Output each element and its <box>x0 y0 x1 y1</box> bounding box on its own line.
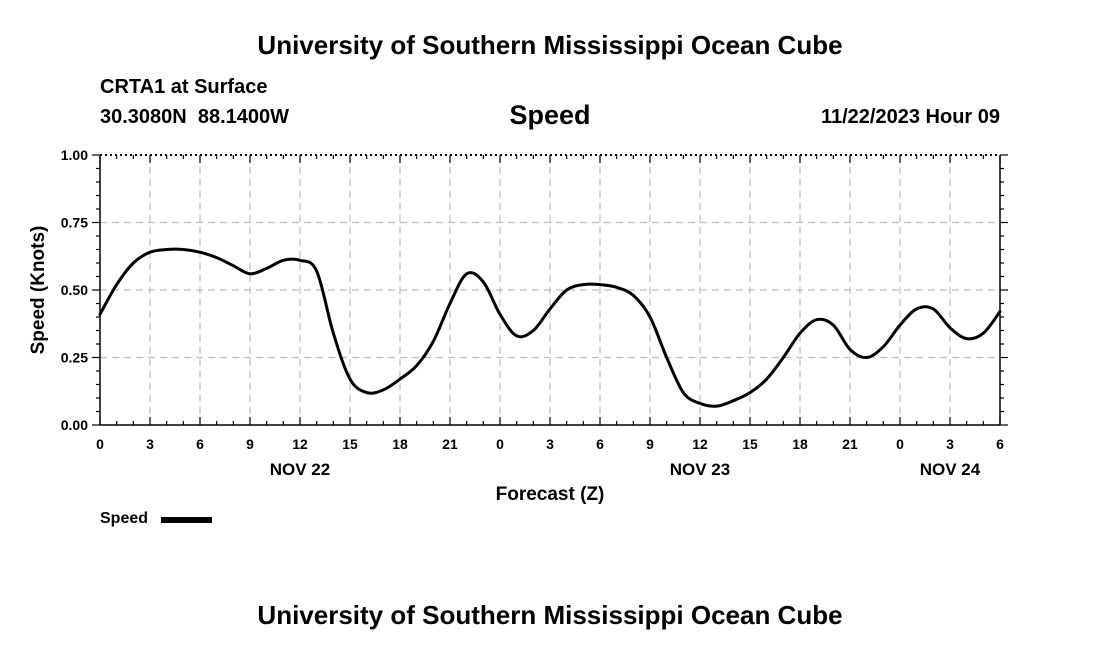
x-tick-label: 6 <box>196 436 204 452</box>
x-tick-label: 0 <box>496 436 504 452</box>
grid <box>100 155 1000 425</box>
date-label: NOV 22 <box>270 460 330 479</box>
date-label: NOV 24 <box>920 460 981 479</box>
legend-label: Speed <box>100 510 149 527</box>
axes <box>92 154 1008 426</box>
x-tick-label: 15 <box>742 436 758 452</box>
x-tick-label: 9 <box>246 436 254 452</box>
x-tick-label: 0 <box>896 436 904 452</box>
x-tick-label: 21 <box>842 436 858 452</box>
x-tick-label: 21 <box>442 436 458 452</box>
y-tick-label: 0.25 <box>61 350 88 366</box>
x-tick-label: 0 <box>96 436 104 452</box>
x-tick-label: 3 <box>146 436 154 452</box>
x-tick-label: 15 <box>342 436 358 452</box>
x-tick-label: 9 <box>646 436 654 452</box>
y-tick-label: 1.00 <box>61 147 88 163</box>
x-axis-title: Forecast (Z) <box>496 484 605 505</box>
chart-title: University of Southern Mississippi Ocean… <box>257 30 843 60</box>
y-tick-label: 0.00 <box>61 417 88 433</box>
x-tick-label: 12 <box>692 436 708 452</box>
date-label: NOV 23 <box>670 460 730 479</box>
x-tick-label: 3 <box>946 436 954 452</box>
speed-series-line <box>98 247 1002 408</box>
x-tick-label: 6 <box>996 436 1004 452</box>
x-tick-label: 3 <box>546 436 554 452</box>
legend-swatch <box>161 517 212 523</box>
station-label: CRTA1 at Surface <box>100 76 268 98</box>
x-tick-label: 6 <box>596 436 604 452</box>
y-tick-label: 0.75 <box>61 215 88 231</box>
variable-title: Speed <box>509 100 591 130</box>
tick-labels: 0 3 6 9 12 15 18 21 0 3 6 9 12 15 18 21 0 3 6 0.00 0.25 0.50 0… <box>28 147 1004 505</box>
x-tick-label: 18 <box>392 436 408 452</box>
forecast-timestamp: 11/22/2023 Hour 09 <box>820 106 1000 128</box>
footer-title: University of Southern Mississippi Ocean… <box>257 600 843 630</box>
y-axis-title: Speed (Knots) <box>28 226 49 355</box>
y-tick-label: 0.50 <box>61 282 88 298</box>
x-tick-label: 12 <box>292 436 308 452</box>
series-layer <box>98 247 1002 408</box>
station-coordinates: 30.3080N 88.1400W <box>100 106 290 128</box>
x-tick-label: 18 <box>792 436 808 452</box>
